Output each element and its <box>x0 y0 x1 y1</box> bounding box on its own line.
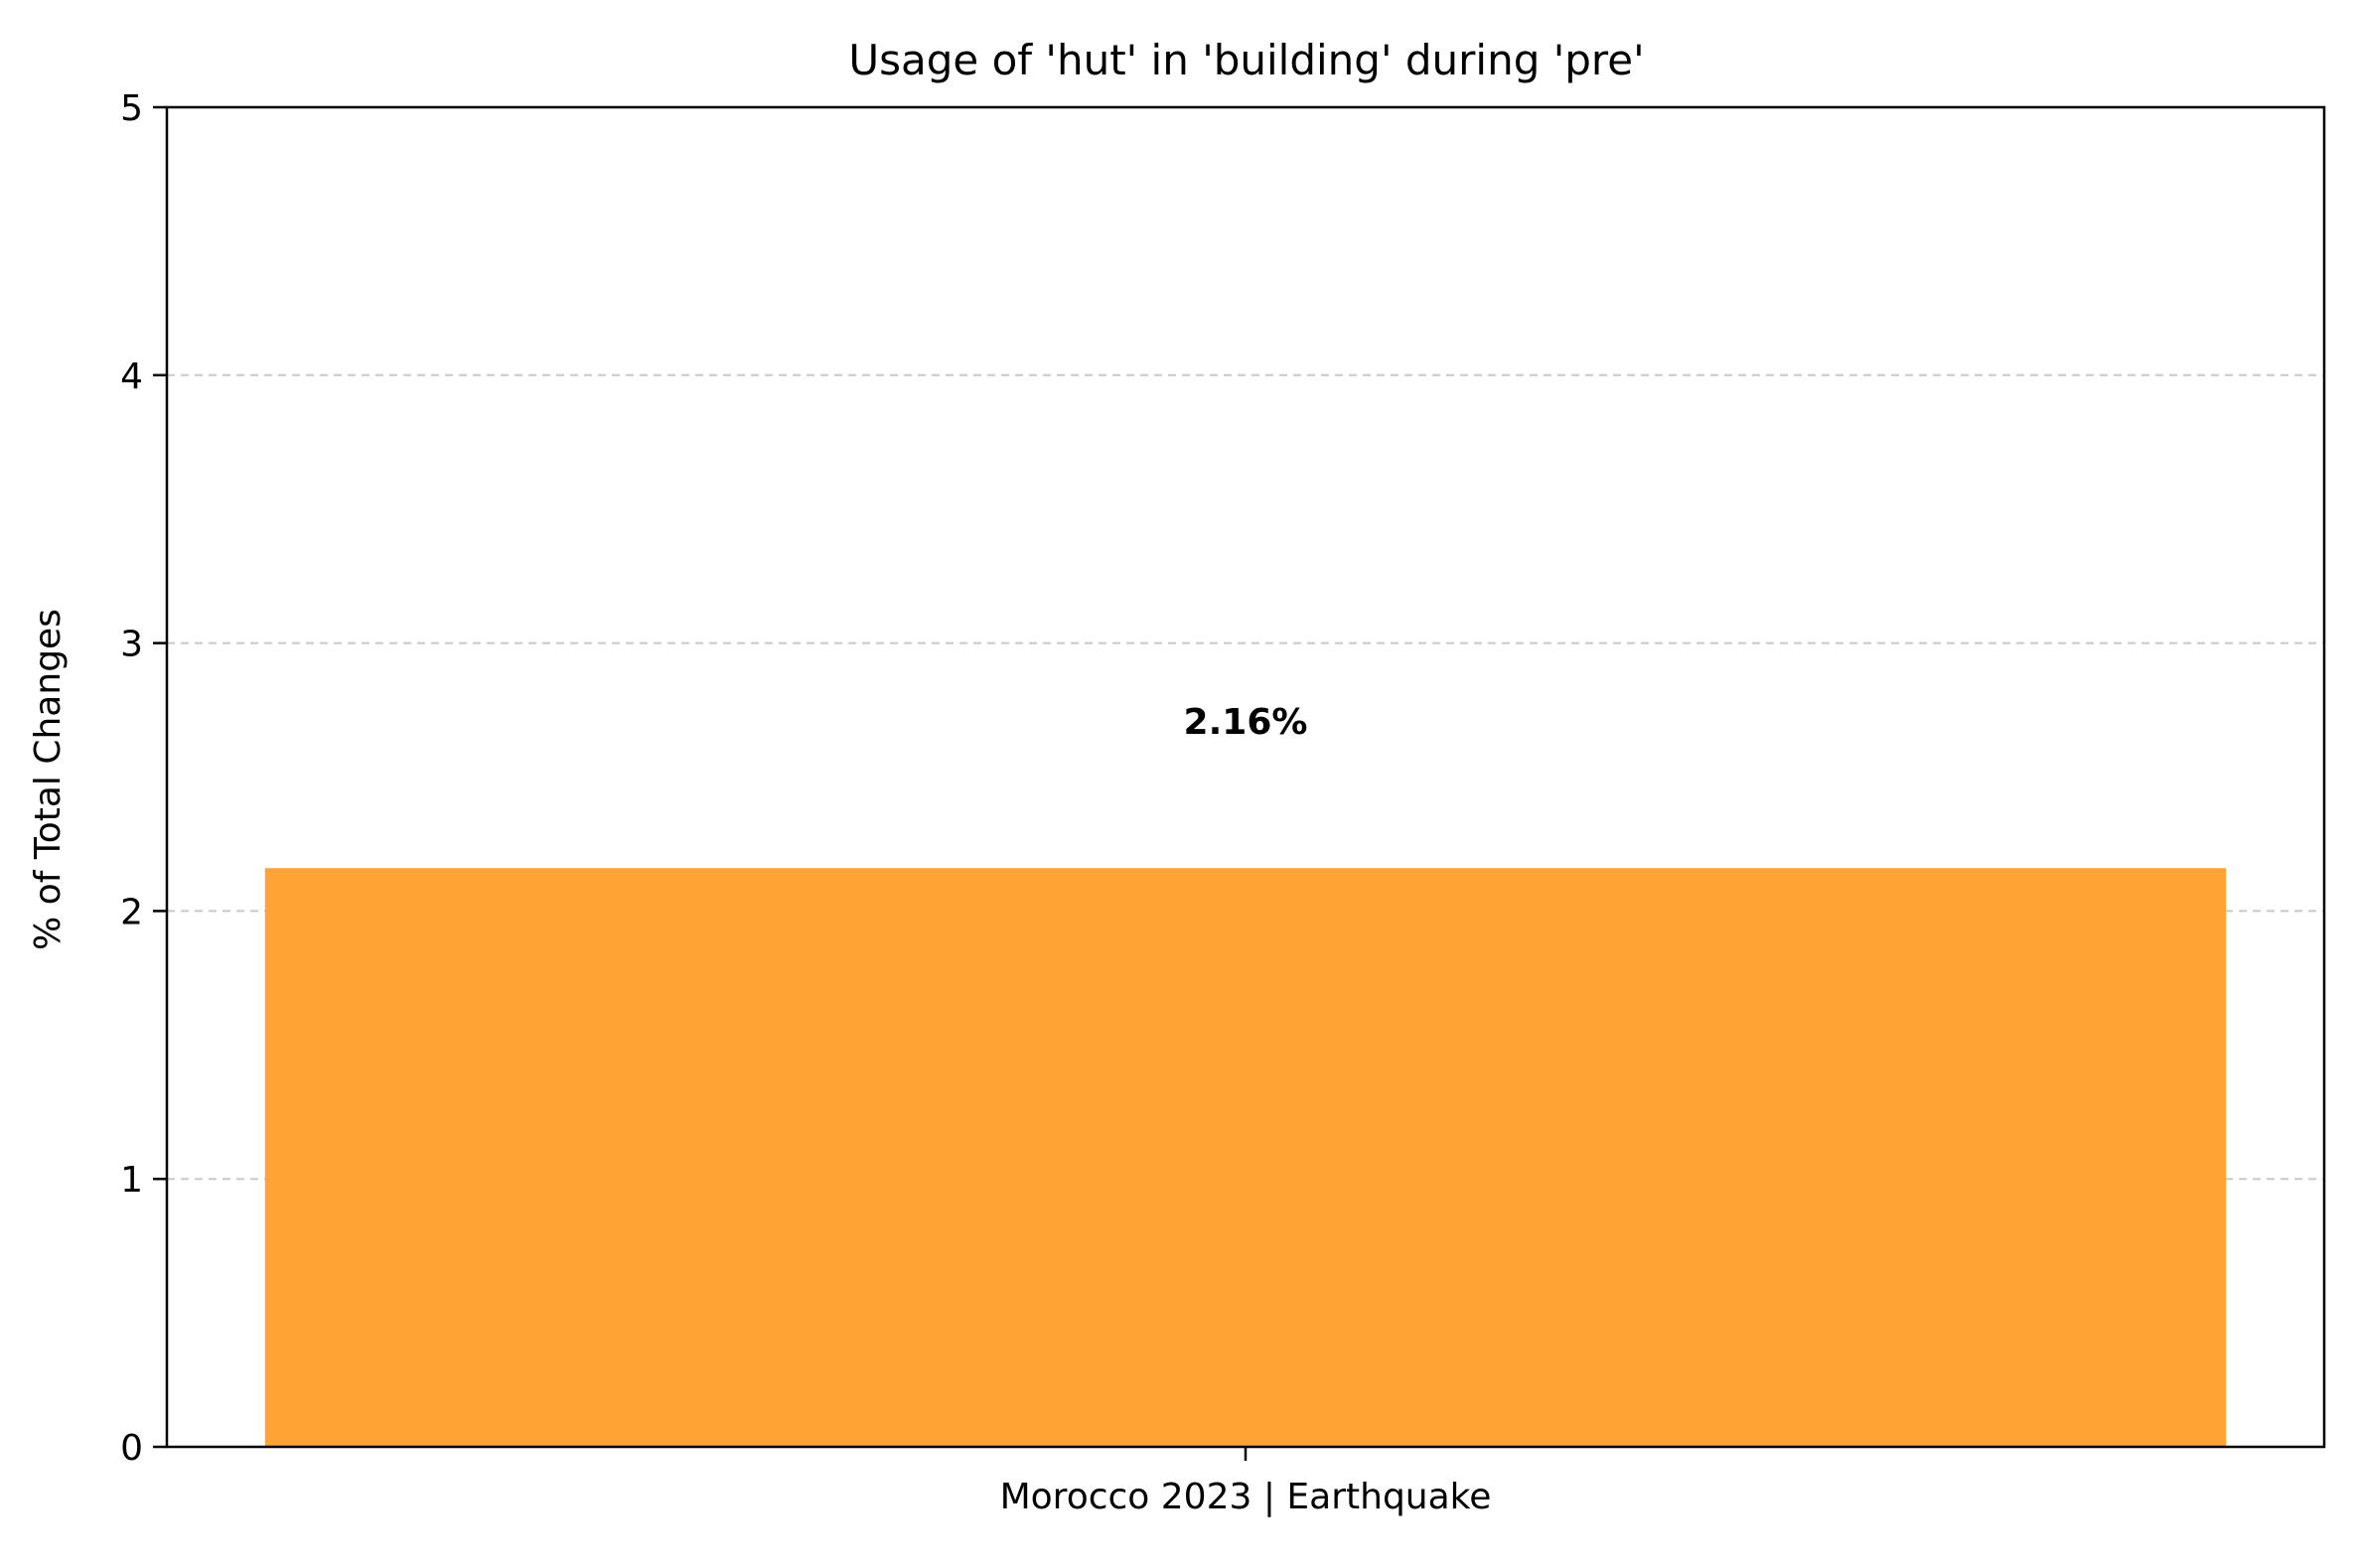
y-tick-label-5: 5 <box>120 88 143 129</box>
data-label-0: 2.16% <box>1184 702 1308 743</box>
bars <box>264 868 2227 1447</box>
y-tick-label-2: 2 <box>120 892 143 932</box>
y-tick-label-1: 1 <box>120 1160 143 1201</box>
chart-title: Usage of 'hut' in 'building' during 'pre… <box>848 36 1644 84</box>
y-axis-label: % of Total Changes <box>28 609 69 950</box>
bar-0 <box>264 868 2227 1447</box>
y-tick-label-4: 4 <box>120 356 143 397</box>
axis-ticks: Morocco 2023 | Earthquake 0 1 2 3 4 5 <box>120 88 1491 1517</box>
y-tick-label-3: 3 <box>120 625 143 665</box>
y-tick-label-0: 0 <box>120 1428 143 1469</box>
x-tick-label-0: Morocco 2023 | Earthquake <box>1000 1477 1492 1517</box>
data-labels: 2.16% <box>1184 702 1308 743</box>
